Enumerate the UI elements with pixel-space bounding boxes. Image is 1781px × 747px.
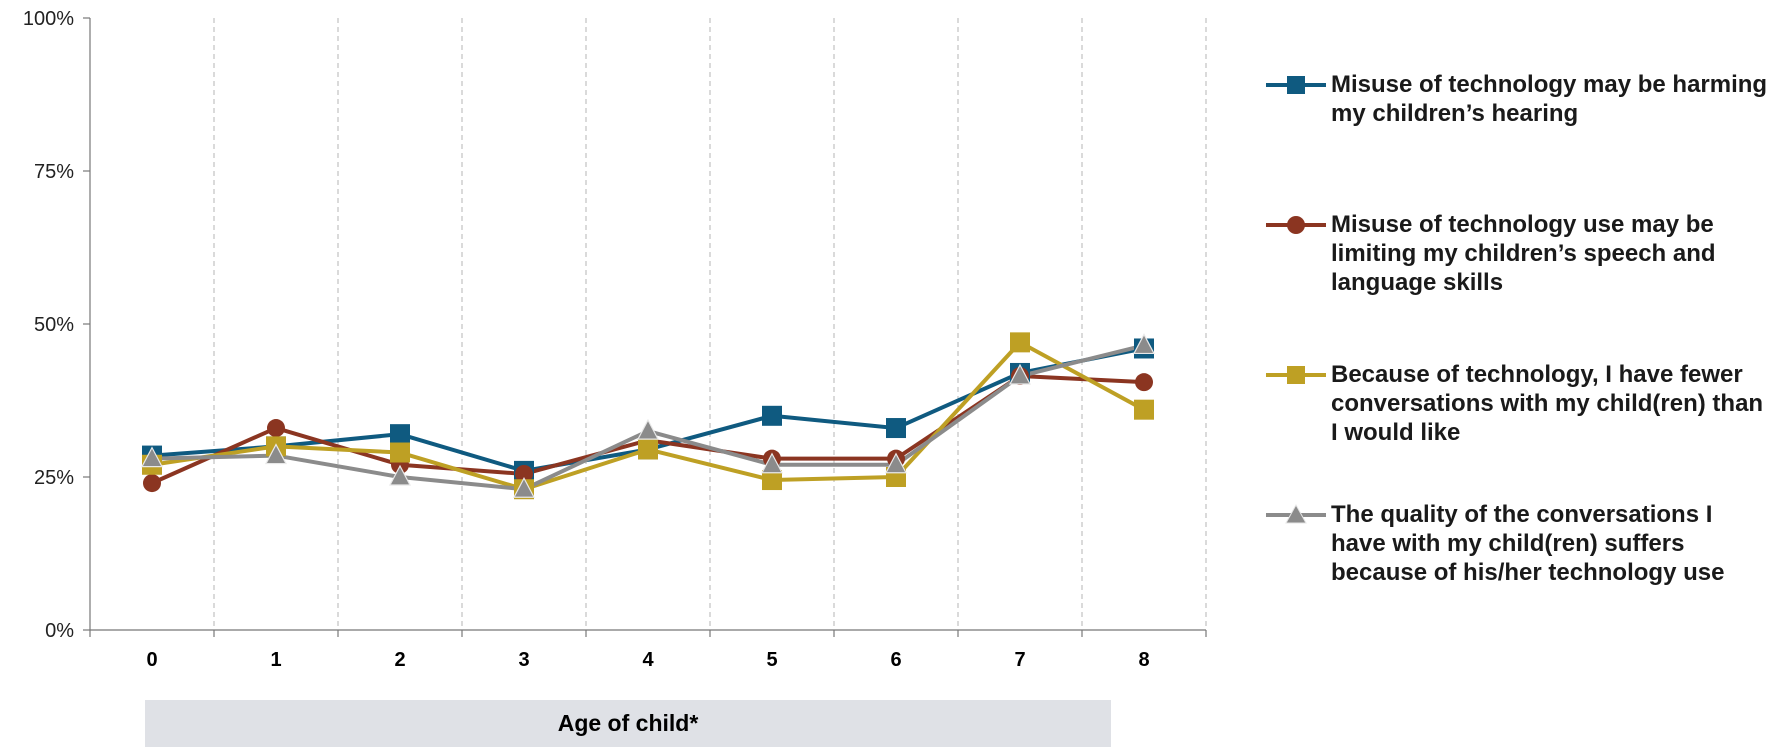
x-tick-label: 6 <box>890 649 901 671</box>
y-tick-label: 25% <box>34 467 74 489</box>
data-point <box>1135 373 1153 392</box>
x-tick-label: 2 <box>394 649 405 671</box>
legend-marker-circle-icon <box>1266 216 1326 234</box>
legend-label: The quality of the conversations I have … <box>1331 501 1725 586</box>
data-point <box>389 464 411 486</box>
x-tick-label: 3 <box>518 649 529 671</box>
x-tick-label: 4 <box>642 649 654 671</box>
legend-marker-square-icon <box>1266 76 1326 94</box>
x-tick-label: 8 <box>1138 649 1149 671</box>
data-point <box>390 442 410 463</box>
x-tick-label: 5 <box>766 649 777 671</box>
y-tick-label: 50% <box>34 314 74 336</box>
legend-label: Misuse of technology use may be limiting… <box>1331 211 1716 296</box>
series-line-3 <box>151 340 1145 492</box>
data-point <box>1134 399 1154 420</box>
y-tick-label: 0% <box>45 620 74 642</box>
data-point <box>265 443 287 465</box>
x-tick-label: 7 <box>1014 649 1025 671</box>
data-point <box>762 470 782 491</box>
data-point <box>761 452 783 474</box>
series-markers-3 <box>142 332 1154 500</box>
data-point <box>886 418 906 439</box>
data-point <box>1009 363 1031 385</box>
x-axis-title-box: Age of child* <box>145 700 1111 747</box>
x-axis-title: Age of child* <box>557 710 699 736</box>
legend-marker-square-icon <box>1266 366 1326 384</box>
legend-label: Because of technology, I have fewer conv… <box>1331 361 1764 446</box>
x-tick-label: 1 <box>270 649 281 671</box>
data-point <box>885 452 907 474</box>
y-tick-label: 75% <box>34 161 74 183</box>
data-point <box>1010 332 1030 353</box>
data-point <box>637 418 659 440</box>
data-point <box>513 476 535 498</box>
data-point <box>762 405 782 426</box>
y-tick-label: 100% <box>23 8 74 30</box>
data-point <box>638 439 658 460</box>
data-point <box>143 474 161 493</box>
legend-marker-triangle-icon <box>1266 503 1326 524</box>
x-tick-label: 0 <box>146 649 157 671</box>
data-point <box>141 446 163 468</box>
data-point <box>267 419 285 438</box>
data-point <box>1133 333 1155 355</box>
legend-label: Misuse of technology may be harming my c… <box>1331 71 1768 127</box>
series-markers-4 <box>141 333 1155 498</box>
data-point <box>390 424 410 445</box>
data-point <box>515 464 533 483</box>
